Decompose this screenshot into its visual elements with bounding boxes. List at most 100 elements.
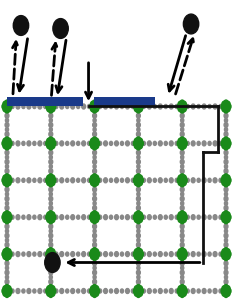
- Circle shape: [93, 109, 96, 113]
- Circle shape: [182, 143, 186, 148]
- Circle shape: [213, 141, 217, 146]
- Circle shape: [137, 155, 140, 159]
- Circle shape: [208, 252, 211, 256]
- Circle shape: [55, 215, 58, 219]
- Circle shape: [183, 214, 187, 220]
- Circle shape: [38, 178, 42, 183]
- Circle shape: [226, 214, 231, 220]
- Circle shape: [93, 144, 97, 150]
- Circle shape: [49, 233, 53, 238]
- Circle shape: [94, 286, 99, 292]
- Circle shape: [16, 141, 20, 146]
- Circle shape: [91, 106, 95, 112]
- Circle shape: [197, 215, 200, 219]
- Circle shape: [136, 284, 141, 290]
- Circle shape: [181, 109, 184, 113]
- Circle shape: [77, 178, 80, 182]
- Circle shape: [180, 122, 184, 128]
- Circle shape: [104, 178, 107, 183]
- Circle shape: [93, 159, 96, 164]
- Circle shape: [38, 104, 42, 109]
- Circle shape: [224, 266, 228, 270]
- Circle shape: [93, 146, 96, 150]
- Circle shape: [93, 196, 96, 201]
- Circle shape: [7, 249, 11, 254]
- Circle shape: [131, 104, 134, 109]
- Circle shape: [51, 180, 55, 185]
- Circle shape: [224, 118, 228, 122]
- Circle shape: [226, 180, 230, 185]
- Circle shape: [93, 128, 96, 132]
- Circle shape: [182, 249, 186, 254]
- Circle shape: [208, 104, 211, 109]
- Circle shape: [47, 175, 51, 181]
- Circle shape: [226, 177, 231, 183]
- Circle shape: [134, 286, 139, 292]
- Circle shape: [51, 175, 55, 181]
- Circle shape: [93, 201, 96, 206]
- Circle shape: [51, 286, 55, 292]
- Circle shape: [5, 155, 9, 159]
- Circle shape: [177, 104, 182, 109]
- Circle shape: [147, 178, 151, 183]
- Circle shape: [5, 279, 9, 284]
- Circle shape: [178, 101, 183, 107]
- Circle shape: [7, 251, 12, 257]
- Circle shape: [93, 220, 96, 224]
- Circle shape: [180, 137, 185, 142]
- Circle shape: [182, 217, 186, 222]
- Circle shape: [5, 242, 9, 247]
- Circle shape: [153, 252, 156, 256]
- Circle shape: [5, 238, 9, 242]
- Circle shape: [82, 289, 86, 293]
- Circle shape: [137, 164, 140, 169]
- Circle shape: [55, 141, 58, 146]
- Circle shape: [93, 174, 97, 179]
- Circle shape: [2, 140, 7, 146]
- Circle shape: [137, 132, 140, 136]
- Circle shape: [175, 178, 178, 182]
- Circle shape: [153, 178, 156, 182]
- Circle shape: [5, 224, 9, 229]
- Circle shape: [22, 215, 25, 219]
- Circle shape: [134, 138, 139, 144]
- Circle shape: [134, 106, 139, 112]
- Circle shape: [177, 214, 182, 220]
- Circle shape: [182, 212, 186, 218]
- Circle shape: [219, 215, 222, 219]
- Circle shape: [182, 106, 186, 112]
- Circle shape: [147, 252, 151, 256]
- Circle shape: [178, 217, 183, 222]
- Circle shape: [222, 212, 226, 218]
- Circle shape: [5, 164, 9, 169]
- Circle shape: [49, 118, 52, 122]
- Circle shape: [5, 181, 9, 187]
- Circle shape: [222, 286, 226, 292]
- Circle shape: [94, 290, 99, 296]
- Circle shape: [224, 279, 228, 284]
- Circle shape: [47, 286, 51, 292]
- Circle shape: [49, 206, 53, 211]
- Circle shape: [169, 215, 173, 220]
- Circle shape: [137, 137, 140, 141]
- Circle shape: [93, 248, 97, 253]
- Circle shape: [221, 288, 226, 294]
- Circle shape: [104, 141, 107, 146]
- Circle shape: [221, 177, 226, 183]
- Circle shape: [110, 252, 113, 256]
- Circle shape: [222, 290, 226, 296]
- Circle shape: [55, 104, 58, 109]
- Circle shape: [213, 215, 217, 220]
- Circle shape: [93, 113, 96, 118]
- Circle shape: [136, 137, 141, 142]
- Circle shape: [2, 104, 7, 109]
- Circle shape: [158, 141, 162, 146]
- Circle shape: [90, 140, 94, 146]
- Circle shape: [180, 292, 185, 298]
- Circle shape: [33, 141, 36, 146]
- Circle shape: [164, 104, 167, 109]
- Circle shape: [7, 288, 12, 294]
- Circle shape: [120, 215, 123, 219]
- Circle shape: [66, 141, 69, 146]
- Circle shape: [224, 233, 228, 238]
